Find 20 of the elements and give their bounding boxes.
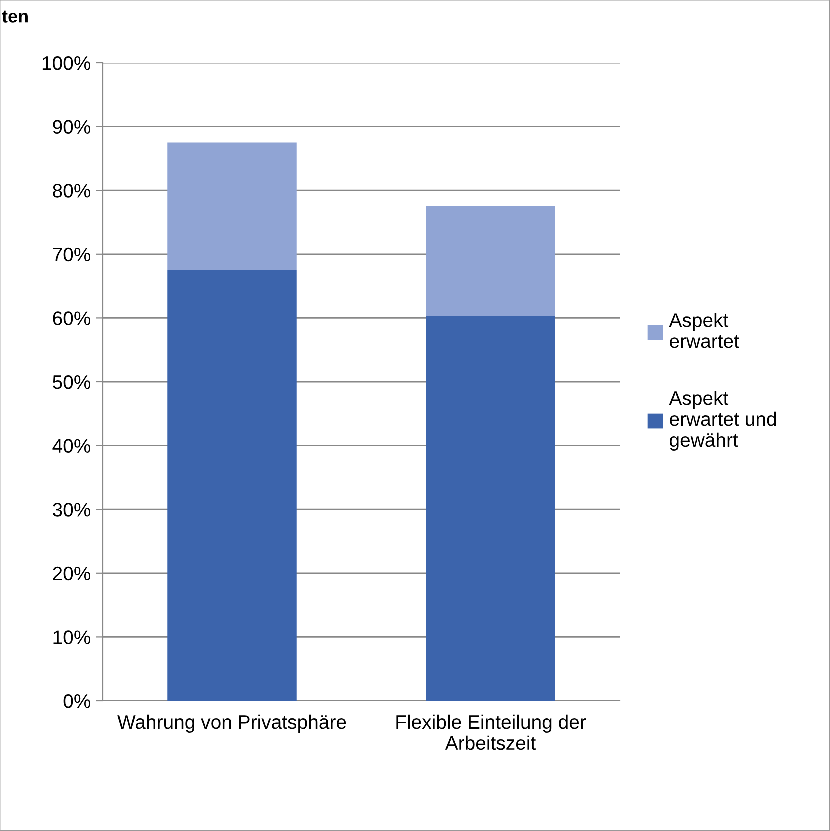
y-tick-label: 50% xyxy=(53,375,91,390)
y-tick-label: 10% xyxy=(54,630,91,644)
x-tick-label: Wahrung von Privatsphäre xyxy=(118,714,346,734)
bar xyxy=(168,142,297,270)
y-tick-label: 70% xyxy=(53,248,91,262)
legend-label: Aspekt erwartet xyxy=(669,313,740,348)
legend-label: Aspekt erwartet und gewährt xyxy=(669,390,776,451)
y-tick-label: 30% xyxy=(53,503,91,517)
y-tick-label: 90% xyxy=(53,120,91,134)
bar xyxy=(426,206,556,316)
chart-title: ten xyxy=(2,10,28,23)
y-tick-label: 40% xyxy=(52,439,91,454)
y-tick-label: 20% xyxy=(53,566,91,581)
bar xyxy=(168,270,297,701)
x-tick-label: Flexible Einteilung der Arbeitszeit xyxy=(396,714,586,750)
y-tick-label: 0% xyxy=(64,694,91,708)
y-tick-label: 100% xyxy=(42,56,91,70)
y-tick-label: 80% xyxy=(53,184,91,198)
bar xyxy=(426,316,556,701)
y-tick-label: 60% xyxy=(53,312,91,326)
